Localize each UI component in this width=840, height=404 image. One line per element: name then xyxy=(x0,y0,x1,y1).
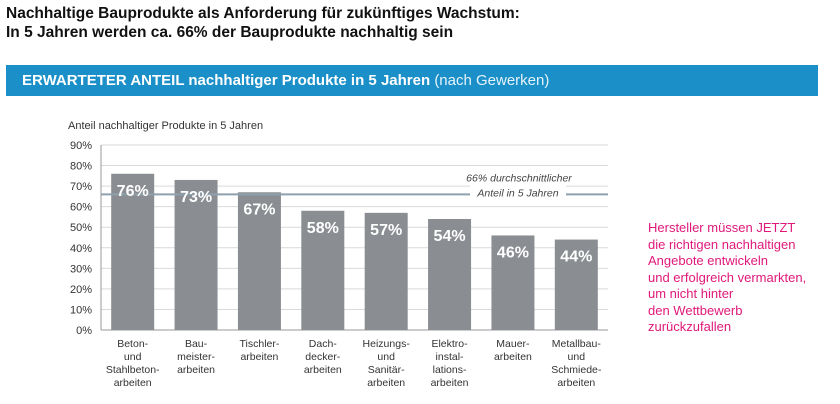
y-tick-label: 50% xyxy=(70,222,92,234)
bar-chart-svg: Anteil nachhaltiger Produkte in 5 Jahren… xyxy=(68,120,608,389)
x-category-label: arbeiten xyxy=(494,351,532,363)
x-category-label: Beton- xyxy=(117,338,148,350)
headline-line-2: In 5 Jahren werden ca. 66% der Bauproduk… xyxy=(6,24,454,41)
y-tick-label: 70% xyxy=(70,181,92,193)
side-note-line: Hersteller müssen JETZT xyxy=(648,220,796,235)
y-tick-label: 60% xyxy=(70,202,92,214)
x-category-label: arbeiten xyxy=(114,377,152,389)
y-tick-label: 30% xyxy=(70,263,92,275)
y-tick-label: 90% xyxy=(70,140,92,152)
y-tick-label: 40% xyxy=(70,243,92,255)
bar-value-label: 58% xyxy=(307,220,339,237)
x-category-label: Schmiede- xyxy=(551,364,602,376)
y-tick-label: 80% xyxy=(70,161,92,173)
x-category-label: arbeiten xyxy=(240,351,278,363)
y-tick-label: 20% xyxy=(70,284,92,296)
x-category-label: und xyxy=(124,351,142,363)
bar xyxy=(111,173,155,330)
bar-value-label: 44% xyxy=(560,249,592,266)
x-category-label: Heizungs- xyxy=(363,338,411,350)
x-category-label: arbeiten xyxy=(431,377,469,389)
x-category-label: meister- xyxy=(177,351,215,363)
average-label: Anteil in 5 Jahren xyxy=(476,187,558,199)
x-category-label: arbeiten xyxy=(367,377,405,389)
x-category-label: Dach- xyxy=(309,338,338,350)
x-category-label: und xyxy=(377,351,395,363)
bar xyxy=(428,219,472,330)
chart-banner: ERWARTETER ANTEIL nachhaltiger Produkte … xyxy=(6,65,818,96)
bar-value-label: 54% xyxy=(434,228,466,245)
y-axis-title: Anteil nachhaltiger Produkte in 5 Jahren xyxy=(68,120,263,132)
side-note-line: den Wettbewerb xyxy=(648,302,743,318)
bar-value-label: 46% xyxy=(497,244,529,261)
x-category-label: arbeiten xyxy=(557,377,595,389)
bar xyxy=(491,235,535,330)
side-note-line: Angebote entwickeln xyxy=(648,253,768,268)
y-tick-label: 0% xyxy=(76,325,92,337)
bar-value-label: 57% xyxy=(370,222,402,239)
headline-line-1: Nachhaltige Bauprodukte als Anforderung … xyxy=(6,5,520,22)
side-note-line: und erfolgreich vermarkten, xyxy=(648,269,807,285)
x-category-label: Stahlbeton- xyxy=(106,364,160,376)
bar-chart: Anteil nachhaltiger Produkte in 5 Jahren… xyxy=(0,100,640,404)
banner-title: ERWARTETER ANTEIL nachhaltiger Produkte … xyxy=(22,72,431,89)
bar xyxy=(554,239,598,330)
average-label-bg xyxy=(470,185,566,200)
x-category-label: und xyxy=(568,351,586,363)
bar-value-label: 76% xyxy=(117,183,149,200)
bar-value-label: 73% xyxy=(180,189,212,206)
x-category-label: Sanitär- xyxy=(368,364,405,376)
headline: Nachhaltige Bauprodukte als Anforderung … xyxy=(6,4,826,42)
x-category-label: Elektro- xyxy=(431,338,468,350)
x-category-label: Metallbau- xyxy=(552,338,602,350)
bar xyxy=(301,210,345,330)
side-note-line: um nicht hinter xyxy=(648,286,734,301)
x-category-label: Tischler- xyxy=(240,338,280,350)
x-category-label: Bau- xyxy=(185,338,208,350)
x-category-label: instal- xyxy=(436,351,465,363)
x-category-label: Mauer- xyxy=(496,338,530,350)
y-tick-label: 10% xyxy=(70,304,92,316)
average-label: 66% durchschnittlicher xyxy=(466,172,572,184)
x-category-label: arbeiten xyxy=(304,364,342,376)
side-note-line: zurückzufallen xyxy=(648,319,732,334)
banner-subtitle: (nach Gewerken) xyxy=(434,72,550,89)
side-note-line: die richtigen nachhaltigen xyxy=(648,236,796,252)
bar xyxy=(174,179,218,330)
x-category-label: lations- xyxy=(433,364,467,376)
side-note: Hersteller müssen JETZT die richtigen nac… xyxy=(648,220,838,336)
x-category-label: decker- xyxy=(305,351,341,363)
bar-value-label: 67% xyxy=(243,201,275,218)
bar xyxy=(364,212,408,330)
x-category-label: arbeiten xyxy=(177,364,215,376)
bar xyxy=(237,192,281,330)
